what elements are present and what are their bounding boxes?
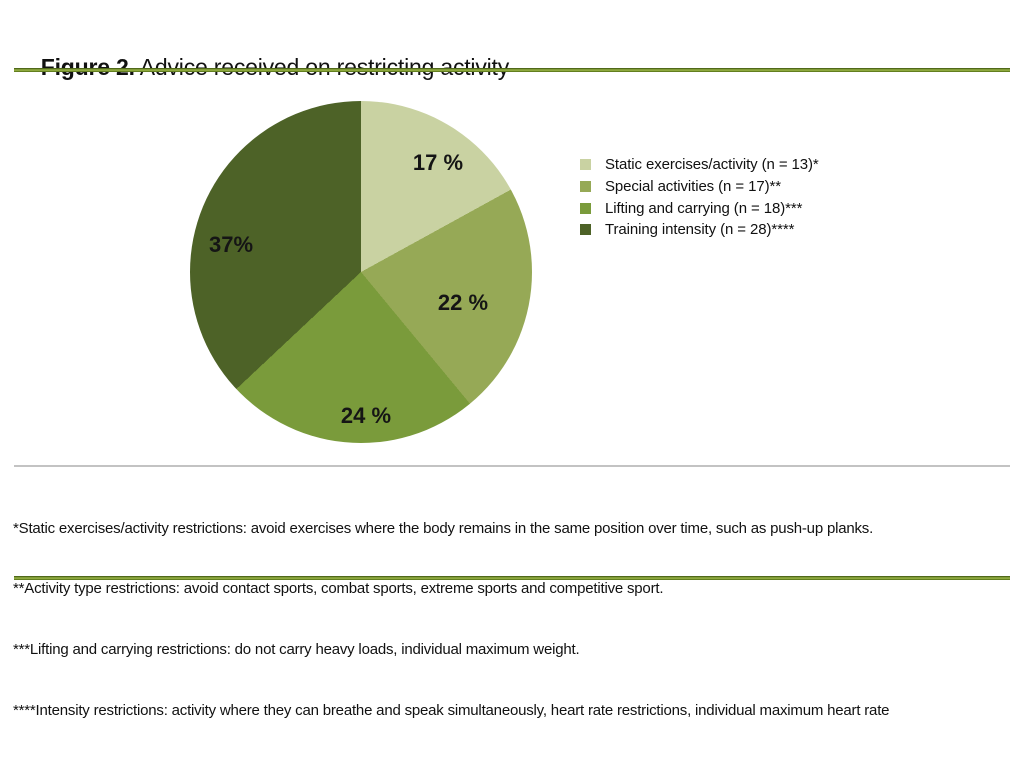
legend: Static exercises/activity (n = 13)* Spec…	[580, 154, 819, 241]
pie-label-lifting-carrying: 24 %	[340, 403, 392, 428]
footnote-line: **Activity type restrictions: avoid cont…	[13, 580, 664, 598]
footnote-line: ****Intensity restrictions: activity whe…	[13, 702, 890, 720]
legend-item-label: Training intensity (n = 28)****	[605, 221, 795, 239]
figure-title-text: Advice received on restricting activity	[134, 54, 510, 80]
title-divider	[14, 68, 1010, 72]
footnote-divider	[14, 465, 1010, 467]
legend-item: Lifting and carrying (n = 18)***	[580, 197, 819, 219]
legend-swatch-icon	[580, 224, 591, 236]
legend-item: Training intensity (n = 28)****	[580, 219, 819, 241]
legend-swatch-icon	[580, 181, 591, 193]
legend-item-label: Special activities (n = 17)**	[605, 178, 781, 196]
legend-item-label: Static exercises/activity (n = 13)*	[605, 156, 819, 174]
pie-label-special-activities: 22 %	[437, 290, 489, 315]
footnote-line: ***Lifting and carrying restrictions: do…	[13, 641, 580, 659]
figure-label: Figure 2.	[40, 54, 135, 80]
footnote-line: *Static exercises/activity restrictions:…	[13, 519, 874, 537]
pie-chart	[190, 101, 532, 443]
legend-swatch-icon	[580, 159, 591, 171]
legend-item: Special activities (n = 17)**	[580, 176, 819, 198]
legend-item: Static exercises/activity (n = 13)*	[580, 154, 819, 176]
pie-label-training-intensity: 37%	[208, 232, 254, 257]
legend-swatch-icon	[580, 202, 591, 214]
legend-item-label: Lifting and carrying (n = 18)***	[605, 199, 803, 217]
bottom-divider	[14, 576, 1010, 580]
footnotes: *Static exercises/activity restrictions:…	[13, 478, 1013, 762]
pie-label-static-exercises: 17 %	[412, 150, 464, 175]
figure-title: Figure 2. Advice received on restricting…	[16, 27, 509, 108]
